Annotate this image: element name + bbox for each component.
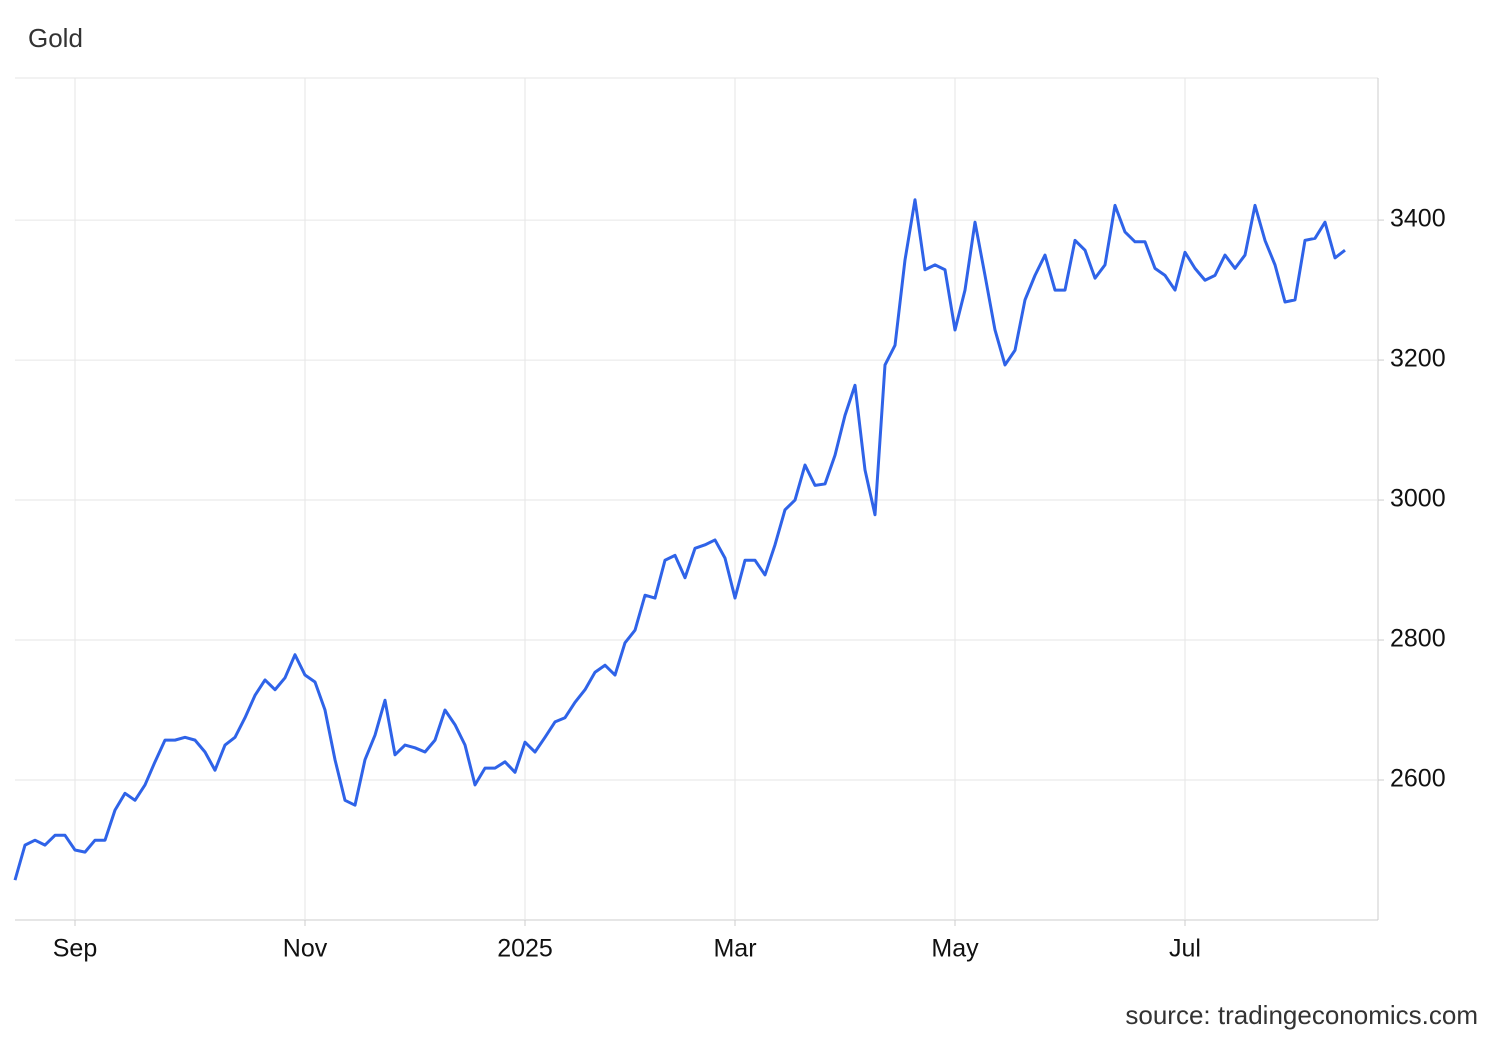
x-tick-label: Mar bbox=[713, 935, 756, 963]
x-tick-label: May bbox=[931, 935, 979, 963]
x-tick-label: Jul bbox=[1169, 935, 1201, 963]
x-tick-label: Sep bbox=[53, 935, 97, 963]
y-tick-label: 2800 bbox=[1390, 625, 1446, 653]
x-tick-label: Nov bbox=[283, 935, 328, 963]
grid bbox=[15, 78, 1378, 920]
price-line bbox=[13, 198, 1346, 881]
source-note: source: tradingeconomics.com bbox=[1125, 1000, 1478, 1030]
chart-title: Gold bbox=[28, 23, 83, 53]
y-tick-label: 3000 bbox=[1390, 485, 1446, 513]
y-tick-label: 3200 bbox=[1390, 345, 1446, 373]
y-tick-label: 3400 bbox=[1390, 205, 1446, 233]
y-tick-label: 2600 bbox=[1390, 765, 1446, 793]
x-tick-label: 2025 bbox=[497, 935, 553, 963]
